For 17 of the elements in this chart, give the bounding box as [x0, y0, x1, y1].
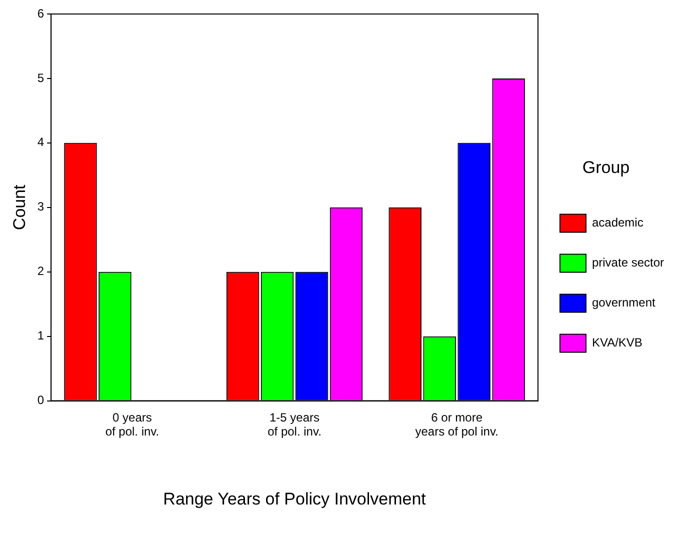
legend-label: KVA/KVB — [592, 336, 642, 350]
y-tick-label: 0 — [37, 393, 44, 408]
y-tick-label: 3 — [37, 200, 44, 214]
x-axis-title: Range Years of Policy Involvement — [163, 489, 426, 508]
y-axis-title: Count — [10, 184, 29, 230]
y-tick-label: 1 — [37, 328, 44, 343]
y-tick-label: 6 — [37, 6, 44, 20]
legend-title: Group — [582, 158, 630, 177]
y-tick-label: 5 — [37, 70, 44, 85]
x-tick-label: 0 years of pol. inv. — [105, 410, 160, 439]
y-tick-label: 4 — [37, 135, 44, 150]
legend-label: academic — [592, 216, 644, 230]
legend-label: government — [592, 296, 656, 310]
x-tick-label: 1-5 years of pol. inv. — [268, 410, 322, 439]
y-tick-label: 2 — [37, 264, 44, 278]
legend-label: private sector — [592, 256, 664, 270]
x-tick-label: 6 or more years of pol inv. — [415, 410, 498, 439]
